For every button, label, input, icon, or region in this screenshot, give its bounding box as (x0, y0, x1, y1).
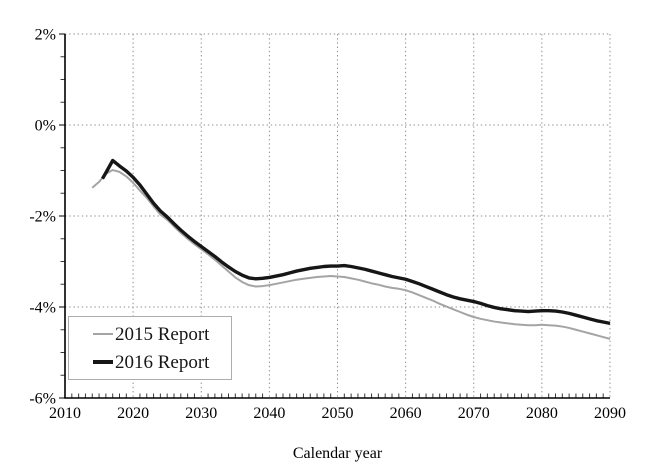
legend: 2015 Report 2016 Report (68, 316, 232, 380)
y-tick-label: -2% (29, 209, 56, 226)
legend-line-sample-2016 (93, 360, 113, 364)
x-tick-label: 2030 (185, 405, 217, 422)
x-tick-label: 2090 (594, 405, 626, 422)
y-tick-label: -4% (29, 300, 56, 317)
x-tick-label: 2020 (117, 405, 149, 422)
legend-item-2015-report: 2015 Report (93, 325, 231, 344)
x-tick-label: 2010 (49, 405, 81, 422)
x-tick-label: 2050 (322, 405, 354, 422)
y-tick-label: -6% (29, 391, 56, 408)
legend-label-2015: 2015 Report (115, 323, 210, 345)
legend-label-2016: 2016 Report (115, 351, 210, 373)
legend-item-2016-report: 2016 Report (93, 353, 231, 372)
y-tick-label: 0% (35, 118, 56, 135)
series-line-2016-report (100, 158, 611, 326)
x-tick-label: 2060 (390, 405, 422, 422)
x-tick-label: 2040 (253, 405, 285, 422)
x-axis-title: Calendar year (293, 445, 383, 462)
y-tick-label: 2% (35, 27, 56, 44)
x-tick-label: 2080 (526, 405, 558, 422)
series-line-2015-report (91, 169, 611, 340)
x-tick-label: 2070 (458, 405, 490, 422)
legend-line-sample-2015 (93, 333, 113, 335)
